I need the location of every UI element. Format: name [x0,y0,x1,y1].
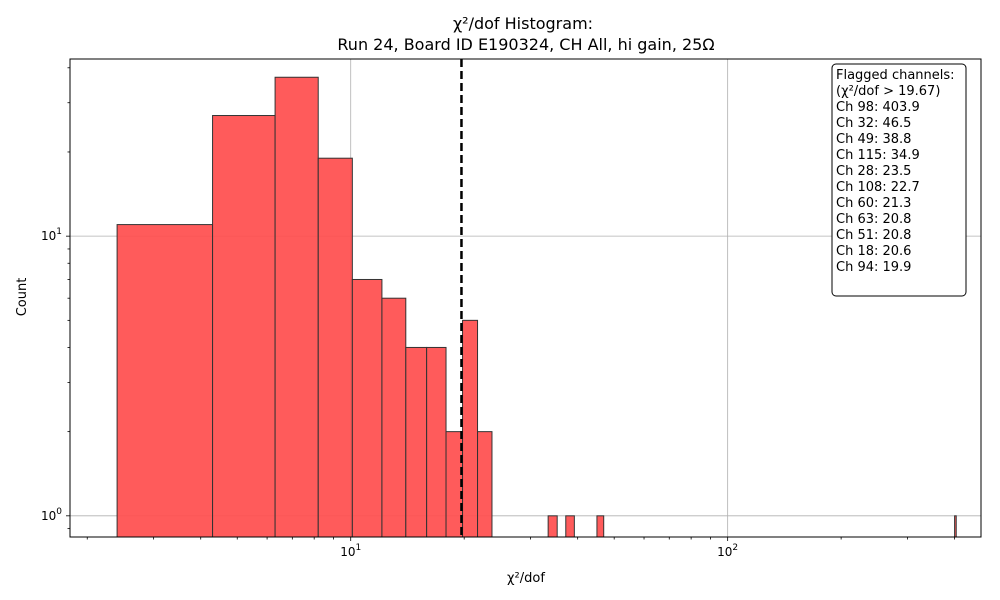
legend-line: Ch 108: 22.7 [836,180,920,195]
legend-line: Ch 51: 20.8 [836,228,911,243]
y-tick-label: 101 [41,227,62,243]
legend-line: Ch 28: 23.5 [836,164,911,179]
axis-ticks: 101 102 100 101 [41,67,955,559]
histogram-bars [116,76,957,538]
x-axis-label: χ²/dof [507,571,545,586]
legend-line: Ch 49: 38.8 [836,132,911,147]
legend-line: Ch 60: 21.3 [836,196,911,211]
legend-frame [831,63,967,297]
histogram-bar [565,515,575,538]
histogram-bar [477,431,493,538]
x-tick-label: 101 [340,543,361,559]
y-tick-label: 100 [41,507,62,523]
histogram-bar [317,157,353,538]
histogram-bar [351,278,383,538]
histogram-bar [274,76,319,538]
histogram-bar [381,297,407,538]
legend-line: (χ²/dof > 19.67) [836,84,940,99]
histogram-bar [405,346,428,538]
legend-line: Ch 115: 34.9 [836,148,920,163]
y-axis-label: Count [15,278,30,317]
histogram-bar [547,515,558,538]
legend-line: Ch 94: 19.9 [836,260,911,275]
legend-line: Ch 63: 20.8 [836,212,911,227]
chart-title: χ²/dof Histogram: [453,14,593,33]
histogram-bar [596,515,605,538]
legend-line: Flagged channels: [836,68,955,83]
histogram-bar [462,319,479,538]
histogram-bar [116,224,214,538]
histogram-bar [445,431,464,538]
chart-subtitle: Run 24, Board ID E190324, CH All, hi gai… [337,35,714,54]
legend-line: Ch 32: 46.5 [836,116,911,131]
legend-line: Ch 98: 403.9 [836,100,920,115]
x-tick-label: 102 [717,543,738,559]
histogram-bar [426,346,447,538]
histogram-bar [954,515,957,538]
legend-line: Ch 18: 20.6 [836,244,911,259]
flagged-channels-legend: Flagged channels:(χ²/dof > 19.67)Ch 98: … [831,63,967,297]
histogram-bar [212,115,276,538]
